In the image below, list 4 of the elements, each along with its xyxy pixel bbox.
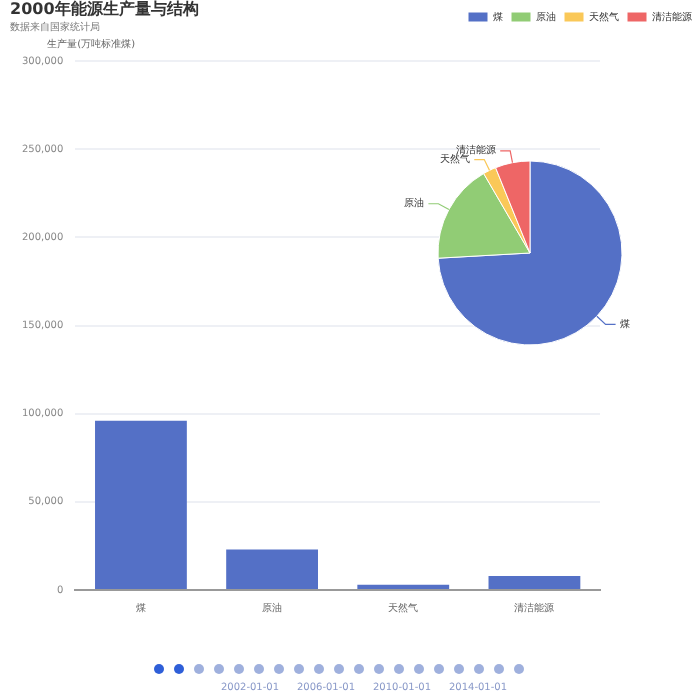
chart-title: 2000年能源生产量与结构 (10, 0, 199, 18)
bar (226, 549, 318, 589)
bar (488, 575, 581, 589)
bar (95, 420, 187, 589)
